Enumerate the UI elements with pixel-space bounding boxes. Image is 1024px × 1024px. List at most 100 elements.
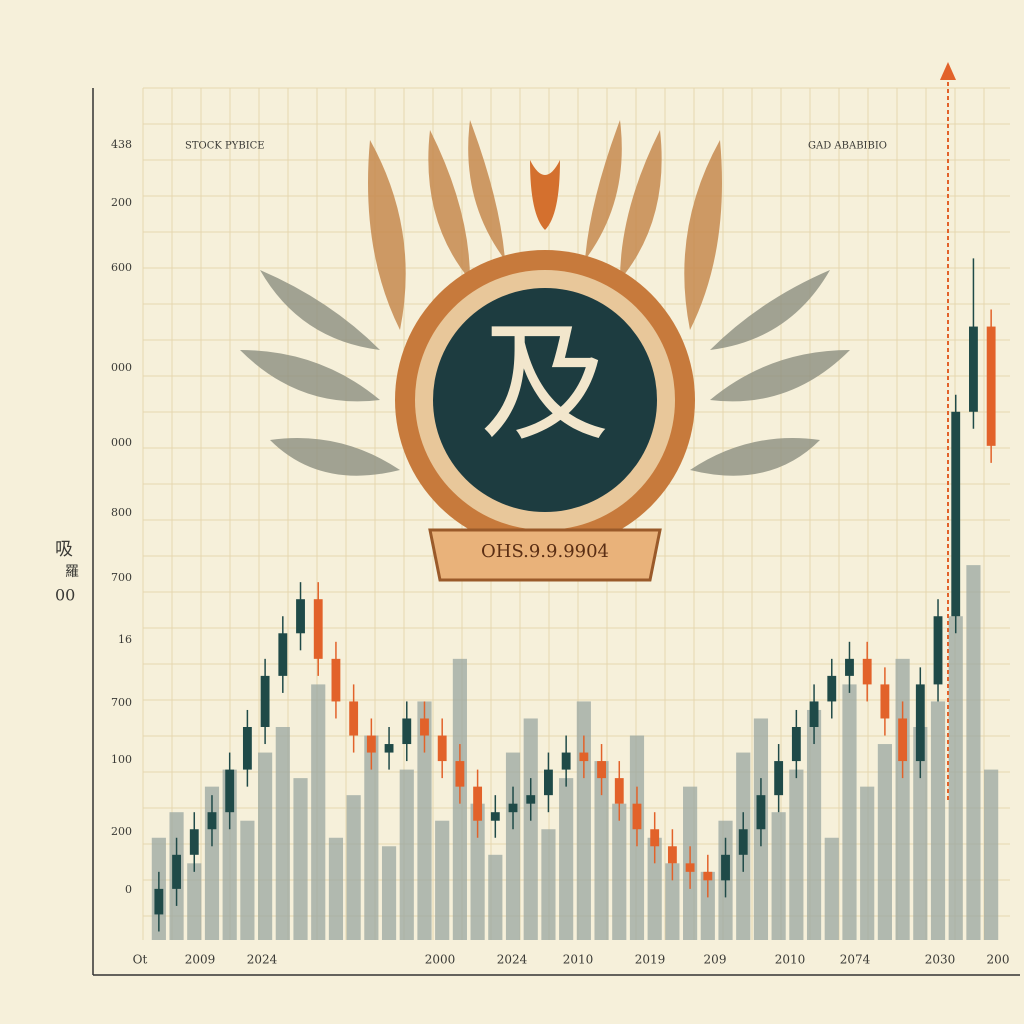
candle-body xyxy=(366,735,376,753)
volume-bar xyxy=(913,727,928,940)
emblem: 及 OHS.9.9.9904 xyxy=(240,120,850,582)
x-tick-label: Ot xyxy=(133,953,148,967)
candle-body xyxy=(349,701,359,736)
volume-bar xyxy=(665,863,680,940)
candle-body xyxy=(526,795,536,804)
y-tick-label: 800 xyxy=(111,506,132,519)
chart-subtitle: GAD ABABIBIO xyxy=(808,141,887,152)
x-tick-label: 2010 xyxy=(775,953,806,967)
volume-bar xyxy=(877,744,892,940)
candle-body xyxy=(402,718,412,745)
candle-body xyxy=(260,675,270,727)
x-tick-label: 2030 xyxy=(925,953,956,967)
candle-body xyxy=(207,812,217,830)
y-tick-label: 438 xyxy=(111,138,132,151)
candle-body xyxy=(597,761,606,779)
volume-bar xyxy=(647,837,662,940)
chart-title: STOCK PYBICE xyxy=(185,141,265,152)
candle-body xyxy=(614,778,624,804)
volume-bar xyxy=(258,752,273,940)
candle-body xyxy=(632,803,642,830)
volume-bar xyxy=(559,778,574,940)
volume-bar xyxy=(523,718,538,940)
volume-bar xyxy=(470,803,485,940)
volume-bar xyxy=(187,863,202,940)
candle-body xyxy=(721,854,730,881)
candle-body xyxy=(242,727,252,770)
y-tick-label: 700 xyxy=(111,696,132,709)
candle-body xyxy=(473,786,483,821)
candle-body xyxy=(862,658,872,685)
emblem-banner: OHS.9.9.9904 xyxy=(481,541,609,562)
candle-body xyxy=(933,616,943,685)
candle-body xyxy=(313,599,323,659)
volume-bar xyxy=(293,778,308,940)
candle-body xyxy=(437,735,447,762)
x-tick-label: 2019 xyxy=(635,953,666,967)
y-tick-label: 0 xyxy=(125,883,132,896)
candle-body xyxy=(154,888,164,915)
candle-body xyxy=(225,769,235,813)
volume-bar xyxy=(860,786,875,940)
volume-bar xyxy=(984,769,999,940)
volume-bar xyxy=(488,854,503,940)
volume-layer xyxy=(151,565,999,940)
volume-bar xyxy=(346,795,361,940)
x-tick-label: 200 xyxy=(987,953,1010,967)
y-tick-label: 000 xyxy=(111,436,132,449)
volume-bar xyxy=(895,658,910,940)
y-tick-label: 16 xyxy=(118,633,132,646)
volume-bar xyxy=(824,837,839,940)
candle-body xyxy=(508,803,518,813)
candle-body xyxy=(172,854,181,889)
candle-body xyxy=(915,684,925,762)
candle-body xyxy=(756,795,766,830)
y-tick-label: 100 xyxy=(111,753,132,766)
side-label: 羅 xyxy=(65,564,79,580)
volume-bar xyxy=(594,761,609,940)
volume-bar xyxy=(417,701,432,940)
candle-body xyxy=(544,769,553,796)
side-label: 吸 xyxy=(55,539,73,560)
volume-bar xyxy=(789,769,804,940)
x-tick-label: 2000 xyxy=(425,953,456,967)
y-tick-label: 000 xyxy=(111,361,132,374)
volume-bar xyxy=(612,803,627,940)
candle-body xyxy=(809,701,819,727)
candle-body xyxy=(561,752,571,770)
volume-bar xyxy=(842,684,857,940)
candle-body xyxy=(951,411,961,617)
volume-bar xyxy=(399,769,414,940)
candle-body xyxy=(685,863,695,872)
candle-body xyxy=(455,761,465,787)
volume-bar xyxy=(364,735,379,940)
arrow-head xyxy=(940,62,956,80)
volume-bar xyxy=(700,871,715,940)
candle-body xyxy=(738,829,748,855)
candle-body xyxy=(278,633,288,676)
volume-bar xyxy=(381,846,397,940)
y-tick-label: 200 xyxy=(111,196,132,209)
candle-body xyxy=(420,718,429,736)
volume-bar xyxy=(311,684,326,940)
candle-body xyxy=(579,752,589,762)
x-tick-label: 2024 xyxy=(497,953,528,967)
y-tick-label: 200 xyxy=(111,825,132,838)
candle-body xyxy=(189,829,199,855)
candle-body xyxy=(667,846,677,864)
candle-body xyxy=(384,744,394,753)
volume-bar xyxy=(435,820,450,940)
volume-bar xyxy=(275,727,290,940)
y-tick-label: 600 xyxy=(111,261,132,274)
candle-body xyxy=(827,675,837,702)
volume-bar xyxy=(541,829,556,940)
x-tick-label: 2010 xyxy=(563,953,594,967)
x-tick-label: 2009 xyxy=(185,953,216,967)
emblem-glyph: 及 xyxy=(480,308,610,460)
candle-body xyxy=(331,658,341,702)
volume-bar xyxy=(328,837,344,940)
volume-bar xyxy=(806,709,822,940)
volume-bar xyxy=(930,701,946,940)
side-label: 00 xyxy=(55,586,75,605)
candle-body xyxy=(898,718,908,762)
